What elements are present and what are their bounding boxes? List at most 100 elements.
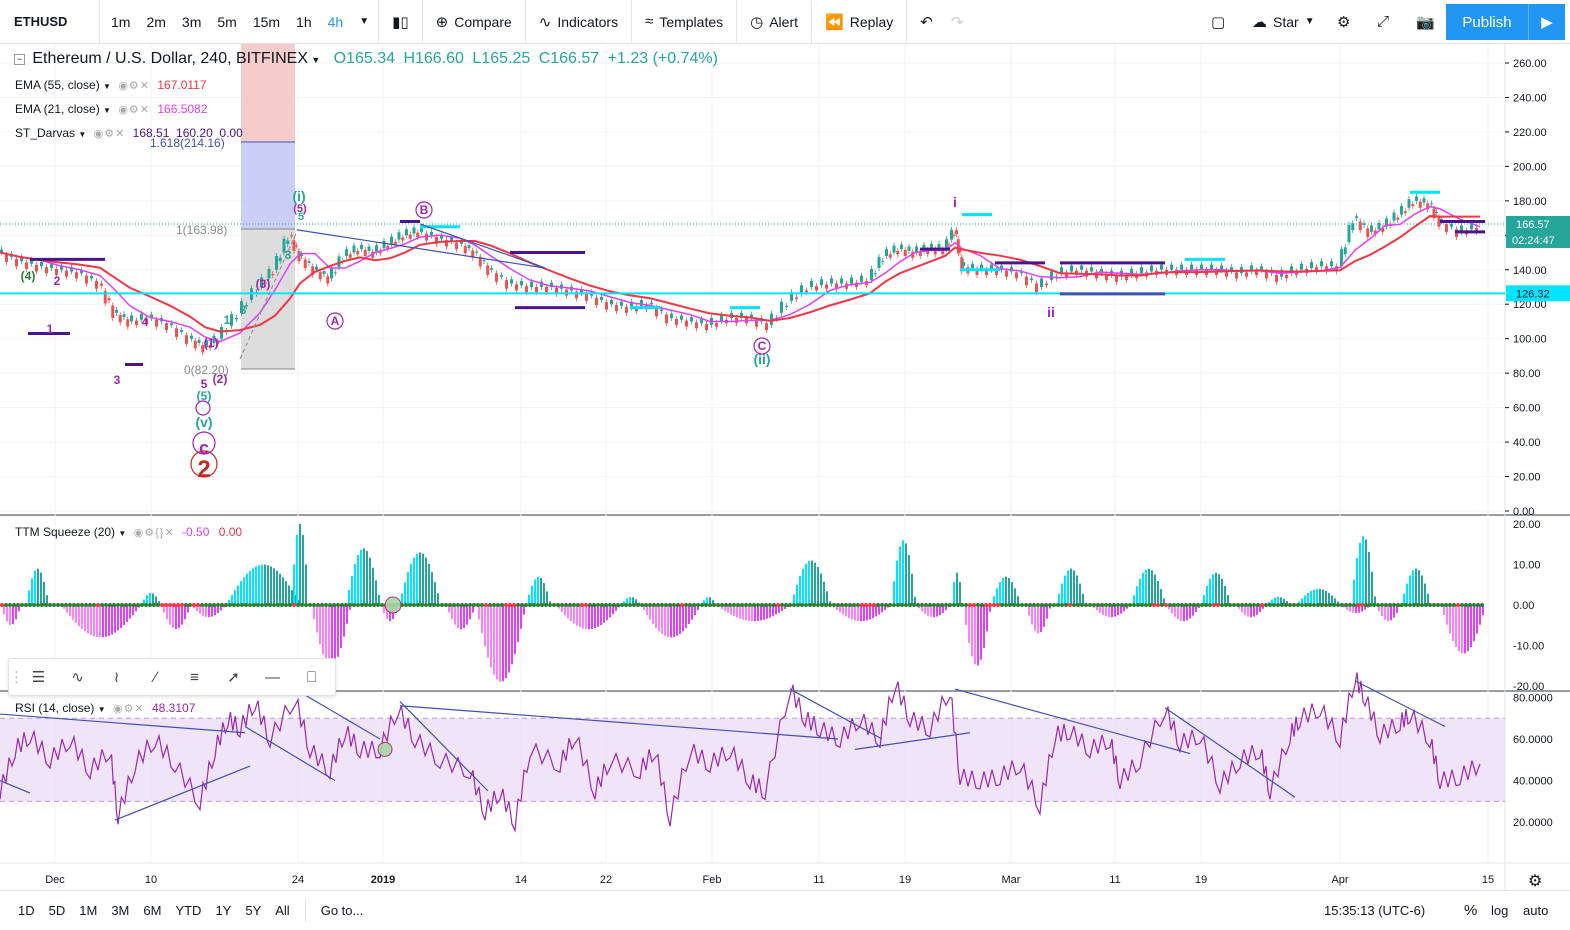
auto-toggle[interactable]: auto: [1523, 903, 1549, 918]
squeeze-bar: [129, 605, 131, 619]
chevron-down-icon[interactable]: ▼: [97, 705, 106, 714]
squeeze-dot: [780, 603, 784, 607]
squeeze-bar: [1043, 605, 1045, 627]
log-toggle[interactable]: log: [1491, 903, 1509, 918]
percent-toggle[interactable]: %: [1464, 902, 1478, 919]
candle-body: [278, 257, 282, 262]
squeeze-dot: [456, 603, 460, 607]
candle-body: [412, 227, 416, 234]
range-5d[interactable]: 5D: [48, 903, 66, 918]
indicator-buttons-icon[interactable]: ◉⚙{}✕: [133, 527, 175, 539]
drag-handle-icon[interactable]: ⋮: [9, 669, 24, 686]
squeeze-bar: [902, 540, 904, 605]
range-3m[interactable]: 3M: [111, 903, 130, 918]
indicator-buttons-icon[interactable]: ◉⚙✕: [93, 128, 126, 140]
range-1m[interactable]: 1M: [79, 903, 98, 918]
undo-button[interactable]: ↶: [911, 0, 942, 44]
dropdown-icon[interactable]: ▼: [311, 55, 321, 65]
candle-body: [1355, 216, 1358, 219]
range-all[interactable]: All: [275, 903, 290, 918]
fullscreen-box-button[interactable]: ▢: [1202, 0, 1234, 44]
snapshot-button[interactable]: 📷: [1407, 0, 1444, 44]
squeeze-bar: [481, 605, 483, 634]
horizontal-lines-tool-icon[interactable]: ☰: [31, 669, 46, 686]
squeeze-dot: [248, 603, 252, 607]
compare-button[interactable]: ⊕ Compare: [427, 0, 521, 44]
indicator-buttons-icon[interactable]: ◉⚙✕: [118, 80, 150, 92]
star-button[interactable]: ☁ Star ▼: [1243, 0, 1324, 44]
gear-icon[interactable]: ⚙: [1528, 873, 1542, 890]
interval-5m[interactable]: 5m: [217, 13, 237, 30]
trend-line-tool-icon[interactable]: ∕: [154, 668, 157, 686]
squeeze-bar: [84, 605, 86, 632]
range-1d[interactable]: 1D: [18, 903, 35, 918]
fullscreen-button[interactable]: ⤢: [1368, 0, 1398, 44]
replay-button[interactable]: ⏪ Replay: [816, 0, 902, 44]
candle-type-button[interactable]: ▮▯: [383, 0, 418, 44]
squeeze-bar: [299, 524, 301, 605]
squeeze-bar: [1356, 557, 1358, 605]
collapse-icon[interactable]: −: [14, 54, 25, 66]
interval-dropdown-icon[interactable]: ▼: [359, 16, 370, 27]
interval-2m[interactable]: 2m: [146, 13, 166, 30]
candle-body: [695, 322, 698, 329]
alert-button[interactable]: ◷ Alert: [741, 0, 807, 44]
templates-button[interactable]: ≈ Templates: [636, 0, 732, 44]
chevron-down-icon[interactable]: ▼: [103, 82, 111, 91]
squeeze-bar: [1206, 585, 1208, 605]
ray-tool-icon[interactable]: ➚: [227, 669, 240, 686]
squeeze-bar: [823, 581, 825, 605]
elliott-wave-tool-icon[interactable]: ∿: [71, 669, 84, 686]
candle-body: [505, 280, 508, 289]
darvas-legend[interactable]: ST_Darvas ▼ ◉⚙✕ 168.51 160.20 0.00: [15, 126, 243, 140]
abc-pattern-tool-icon[interactable]: ≀: [113, 669, 120, 686]
range-1y[interactable]: 1Y: [215, 903, 232, 918]
interval-3m[interactable]: 3m: [181, 13, 202, 30]
squeeze-bar: [169, 605, 171, 625]
publish-button[interactable]: Publish: [1446, 4, 1528, 40]
squeeze-dot: [728, 603, 732, 607]
redo-button[interactable]: ↷: [942, 0, 973, 44]
chevron-down-icon[interactable]: ▼: [78, 130, 87, 139]
squeeze-dot: [164, 603, 168, 607]
squeeze-dot: [160, 603, 164, 607]
range-6m[interactable]: 6M: [143, 903, 162, 918]
squeeze-dot: [668, 603, 672, 607]
squeeze-dot: [52, 603, 56, 607]
squeeze-bar: [1224, 585, 1226, 605]
interval-1h[interactable]: 1h: [296, 13, 312, 30]
publish-play-button[interactable]: ▶: [1528, 4, 1565, 40]
play-icon: ▶: [1541, 14, 1553, 31]
chevron-down-icon[interactable]: ▼: [118, 529, 127, 538]
wave-label: C: [758, 339, 767, 353]
horizontal-ray-tool-icon[interactable]: —: [265, 668, 280, 686]
indicator-buttons-icon[interactable]: ◉⚙✕: [112, 703, 145, 715]
parallel-channel-tool-icon[interactable]: ⎕: [306, 668, 316, 686]
indicators-button[interactable]: ∿ Indicators: [530, 0, 627, 44]
chart-area[interactable]: 1.618(214.16)1(163.98)0(82.20) (4) 21 43(1…: [0, 44, 1570, 890]
interval-1m[interactable]: 1m: [111, 13, 131, 30]
ema21-legend[interactable]: EMA (21, close) ▼ ◉⚙✕ 166.5082: [15, 102, 207, 116]
indicator-buttons-icon[interactable]: ◉⚙✕: [118, 104, 150, 116]
squeeze-bar: [712, 600, 714, 605]
range-ytd[interactable]: YTD: [175, 903, 202, 918]
squeeze-dot: [344, 603, 348, 607]
clock[interactable]: 15:35:13 (UTC-6): [1324, 903, 1426, 918]
interval-4h[interactable]: 4h: [327, 13, 344, 30]
squeeze-legend[interactable]: TTM Squeeze (20) ▼ ◉⚙{}✕ -0.50 0.00: [15, 525, 242, 539]
chevron-down-icon[interactable]: ▼: [103, 106, 111, 115]
squeeze-bar: [81, 605, 83, 629]
ema55-legend[interactable]: EMA (55, close) ▼ ◉⚙✕ 167.0117: [15, 78, 207, 92]
fib-tool-icon[interactable]: ≡: [190, 668, 199, 686]
squeeze-bar: [1151, 570, 1153, 605]
settings-button[interactable]: ⚙: [1328, 0, 1359, 44]
squeeze-bar: [727, 605, 729, 613]
squeeze-bar: [1403, 593, 1405, 605]
goto-button[interactable]: Go to...: [320, 903, 364, 918]
interval-15m[interactable]: 15m: [252, 13, 281, 30]
symbol-search[interactable]: ETHUSD: [0, 0, 100, 44]
squeeze-bar: [558, 605, 560, 609]
range-5y[interactable]: 5Y: [245, 903, 262, 918]
squeeze-bar: [18, 605, 20, 612]
rsi-legend[interactable]: RSI (14, close) ▼ ◉⚙✕ 48.3107: [15, 701, 195, 715]
